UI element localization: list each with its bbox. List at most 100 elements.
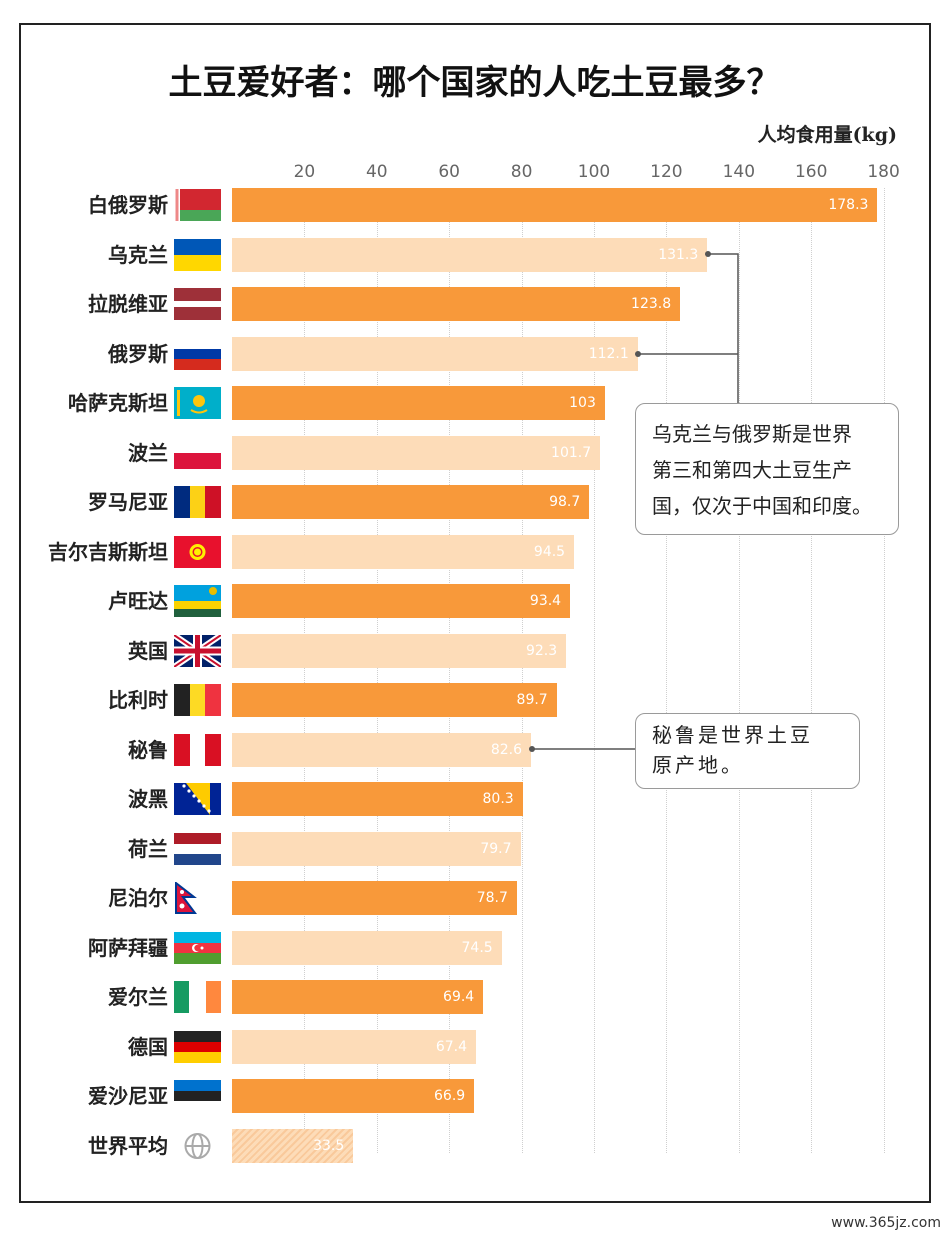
category-label: 英国 — [128, 638, 168, 663]
bar-value-label: 79.7 — [480, 840, 512, 857]
grid-line — [594, 188, 596, 1153]
bar: 82.6 — [232, 732, 531, 767]
bar: 80.3 — [232, 782, 523, 816]
bar-value-label: 67.4 — [435, 1038, 467, 1055]
bar-value-label: 103 — [569, 395, 596, 411]
bar-value-label: 178.3 — [828, 197, 869, 213]
category-label: 德国 — [128, 1034, 168, 1059]
bar: 178.3 — [232, 188, 878, 222]
poland-flag — [174, 436, 221, 469]
belarus-flag — [174, 189, 221, 221]
kazakhstan-flag — [174, 387, 221, 419]
x-tick-label: 80 — [510, 162, 533, 182]
category-label: 俄罗斯 — [108, 341, 168, 366]
category-label: 秘鲁 — [128, 737, 168, 762]
note-line: 国，仅次于中国和印度。 — [652, 494, 872, 518]
bar-value-label: 92.3 — [525, 642, 558, 659]
bar: 123.8 — [232, 287, 681, 321]
category-label: 荷兰 — [128, 836, 168, 861]
x-tick-label: 160 — [794, 162, 828, 182]
category-label: 乌克兰 — [108, 242, 168, 267]
bar: 92.3 — [232, 633, 567, 668]
bar: 78.7 — [232, 881, 517, 915]
category-label: 波黑 — [128, 787, 168, 811]
note-line: 第三和第四大土豆生产 — [652, 458, 852, 482]
bosnia-flag — [174, 783, 221, 815]
bar: 67.4 — [232, 1029, 476, 1064]
rwanda-flag — [174, 585, 221, 617]
nepal-flag — [174, 882, 221, 914]
bar-value-label: 131.3 — [658, 246, 699, 263]
category-label: 尼泊尔 — [108, 886, 168, 910]
x-tick-label: 180 — [867, 162, 900, 182]
kyrgyzstan-flag — [174, 535, 221, 568]
x-tick-label: 100 — [577, 162, 611, 182]
belgium-flag — [174, 684, 221, 716]
bar-value-label: 78.7 — [476, 890, 508, 906]
category-label: 白俄罗斯 — [88, 193, 168, 217]
bar: 112.1 — [232, 336, 638, 371]
category-label: 卢旺达 — [108, 589, 168, 613]
grid-line — [304, 188, 306, 1153]
bar-value-label: 101.7 — [551, 444, 592, 461]
category-label: 吉尔吉斯斯坦 — [48, 539, 168, 564]
germany-flag — [174, 1030, 221, 1063]
bar: 94.5 — [232, 534, 575, 569]
grid-line — [738, 188, 741, 1153]
bar-value-label: 98.7 — [549, 494, 581, 510]
ukraine-flag — [174, 238, 221, 271]
romania-flag — [174, 486, 221, 518]
bar: 74.5 — [232, 930, 502, 965]
bar-value-label: 33.5 — [313, 1137, 345, 1154]
note-line: 秘鲁是世界土豆 — [652, 723, 813, 747]
ireland-flag — [174, 981, 221, 1013]
bar: 33.5 — [232, 1128, 354, 1163]
bar: 93.4 — [232, 584, 571, 618]
note-line: 原产地。 — [652, 753, 744, 777]
globe-icon — [174, 1130, 221, 1162]
bar: 98.7 — [232, 485, 590, 519]
x-tick-label: 140 — [722, 162, 756, 182]
russia-flag — [174, 337, 221, 370]
category-label: 爱尔兰 — [108, 985, 168, 1009]
bar: 79.7 — [232, 831, 521, 866]
grid-line — [811, 188, 813, 1153]
x-tick-label: 60 — [438, 162, 461, 182]
bar-value-label: 94.5 — [533, 543, 566, 560]
ukraine-russia-note: 乌克兰与俄罗斯是世界 第三和第四大土豆生产 国，仅次于中国和印度。 — [635, 403, 899, 535]
category-label: 世界平均 — [88, 1133, 168, 1158]
x-tick-label: 20 — [293, 162, 316, 182]
x-tick-label: 40 — [365, 162, 388, 182]
category-label: 比利时 — [108, 688, 168, 712]
category-label: 哈萨克斯坦 — [68, 391, 168, 415]
uk-flag — [174, 634, 221, 667]
bar: 131.3 — [232, 237, 708, 272]
category-label: 阿萨拜疆 — [88, 935, 168, 960]
bar-value-label: 93.4 — [529, 593, 562, 609]
axis-unit-label: 人均食用量(kg) — [757, 124, 897, 146]
bar-value-label: 80.3 — [482, 791, 514, 807]
category-label: 拉脱维亚 — [88, 292, 168, 316]
bar-value-label: 74.5 — [461, 939, 493, 956]
estonia-flag — [174, 1080, 221, 1112]
bar-value-label: 69.4 — [443, 989, 475, 1005]
bar-value-label: 112.1 — [588, 345, 629, 362]
bar-value-label: 89.7 — [516, 692, 548, 708]
category-label: 波兰 — [128, 440, 168, 465]
grid-line — [376, 188, 379, 1153]
chart-title: 土豆爱好者：哪个国家的人吃土豆最多？ — [168, 63, 781, 103]
peru-note: 秘鲁是世界土豆 原产地。 — [635, 713, 860, 789]
azerbaijan-flag — [174, 931, 221, 964]
watermark: www.365jz.com — [831, 1215, 941, 1231]
grid-line — [883, 188, 886, 1153]
category-label: 爱沙尼亚 — [88, 1084, 168, 1108]
netherlands-flag — [174, 832, 221, 865]
latvia-flag — [174, 288, 221, 320]
bar-value-label: 82.6 — [490, 741, 522, 758]
chart-frame — [19, 23, 931, 1203]
grid-line — [666, 188, 668, 1153]
bar-value-label: 66.9 — [434, 1088, 466, 1104]
bar: 101.7 — [232, 435, 601, 470]
bar: 89.7 — [232, 683, 557, 717]
grid-line — [449, 188, 451, 1153]
